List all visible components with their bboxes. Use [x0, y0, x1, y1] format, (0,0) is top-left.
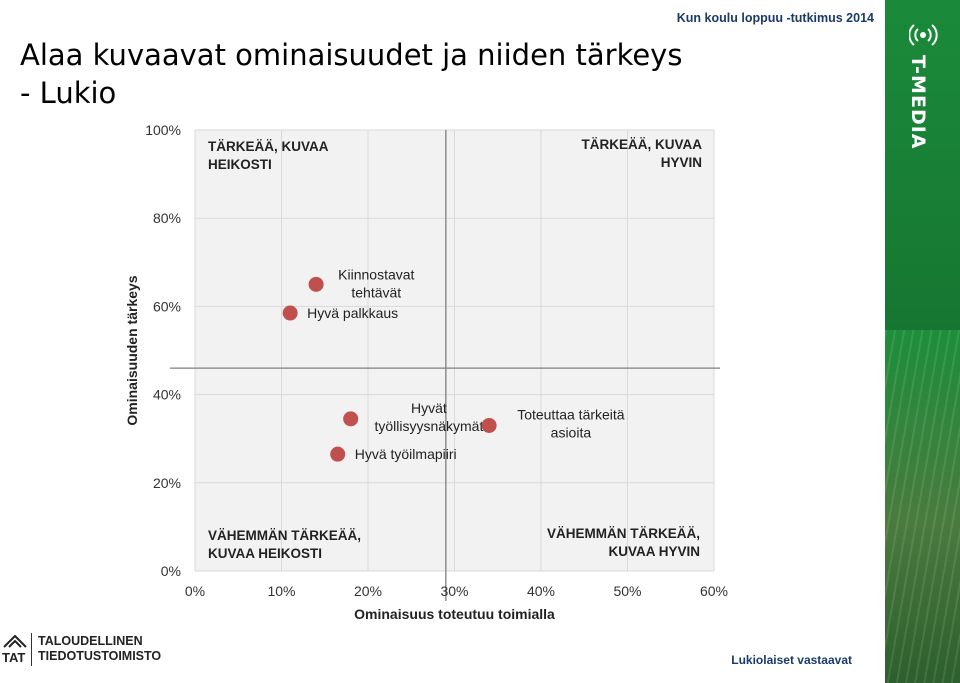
tat-abbreviation: TAT: [2, 650, 26, 665]
tat-logo: TAT TALOUDELLINEN TIEDOTUSTOIMISTO: [2, 633, 182, 669]
sail-photo-strip: [885, 330, 960, 683]
data-point: [282, 305, 298, 321]
data-point-label: Kiinnostavat tehtävät: [338, 266, 414, 300]
brand-name: T-MEDIA: [907, 55, 929, 150]
x-tick-label: 50%: [613, 583, 641, 599]
data-point: [308, 276, 324, 292]
y-axis-label: Ominaisuuden tärkeys: [124, 275, 140, 425]
y-tick-label: 0%: [161, 563, 181, 579]
respondent-note: Lukiolaiset vastaavat: [731, 653, 852, 667]
quadrant-label-top-left: TÄRKEÄÄ, KUVAA HEIKOSTI: [208, 139, 329, 172]
logo-divider: [31, 633, 32, 666]
x-tick-label: 40%: [527, 583, 555, 599]
broadcast-signal-icon: [909, 24, 938, 46]
brand-side-band: T-MEDIA: [885, 0, 960, 683]
data-point: [330, 446, 346, 462]
data-point-label: Hyvä palkkaus: [307, 305, 398, 321]
quadrant-label-top-right: TÄRKEÄÄ, KUVAA HYVIN: [582, 137, 703, 170]
quadrant-labels: TÄRKEÄÄ, KUVAA HEIKOSTI TÄRKEÄÄ, KUVAA HYVI…: [208, 137, 702, 561]
x-tick-label: 60%: [700, 583, 728, 599]
quadrant-label-bottom-left: VÄHEMMÄN TÄRKEÄÄ, KUVAA HEIKOSTI: [208, 528, 361, 561]
tat-mark-icon: [3, 634, 27, 648]
quadrant-dividers: [170, 130, 720, 601]
y-tick-label: 40%: [153, 387, 181, 403]
y-tick-label: 60%: [153, 298, 181, 314]
y-tick-label: 80%: [153, 210, 181, 226]
x-tick-label: 20%: [354, 583, 382, 599]
data-points: Kiinnostavat tehtävät Hyvä palkkaus Hyvät ty…: [282, 266, 625, 462]
y-tick-label: 20%: [153, 475, 181, 491]
study-name: Kun koulu loppuu -tutkimus 2014: [676, 11, 874, 25]
axis-ticks: 0% 10% 20% 30% 40% 50% 60% 0% 20% 40% 60% 80% 100%: [145, 122, 728, 599]
data-point-label: Hyvät työllisyysnäkymät: [374, 400, 483, 434]
tat-full-name: TALOUDELLINEN TIEDOTUSTOIMISTO: [38, 634, 162, 663]
slide-title: Alaa kuvaavat ominaisuudet ja niiden tär…: [20, 38, 683, 110]
data-point-label: Hyvä työilmapiiri: [355, 446, 457, 462]
x-tick-label: 10%: [267, 583, 295, 599]
data-point-label: Toteuttaa tärkeitä asioita: [517, 406, 625, 440]
x-tick-label: 0%: [185, 583, 205, 599]
scatter-chart: TÄRKEÄÄ, KUVAA HEIKOSTI TÄRKEÄÄ, KUVAA HYVI…: [124, 122, 728, 622]
data-point: [481, 417, 497, 433]
x-axis-label: Ominaisuus toteutuu toimialla: [354, 606, 555, 622]
y-tick-label: 100%: [145, 122, 181, 138]
x-tick-label: 30%: [440, 583, 468, 599]
data-point: [343, 411, 359, 427]
gridlines: [194, 129, 715, 572]
quadrant-label-bottom-right: VÄHEMMÄN TÄRKEÄÄ, KUVAA HYVIN: [547, 526, 700, 559]
